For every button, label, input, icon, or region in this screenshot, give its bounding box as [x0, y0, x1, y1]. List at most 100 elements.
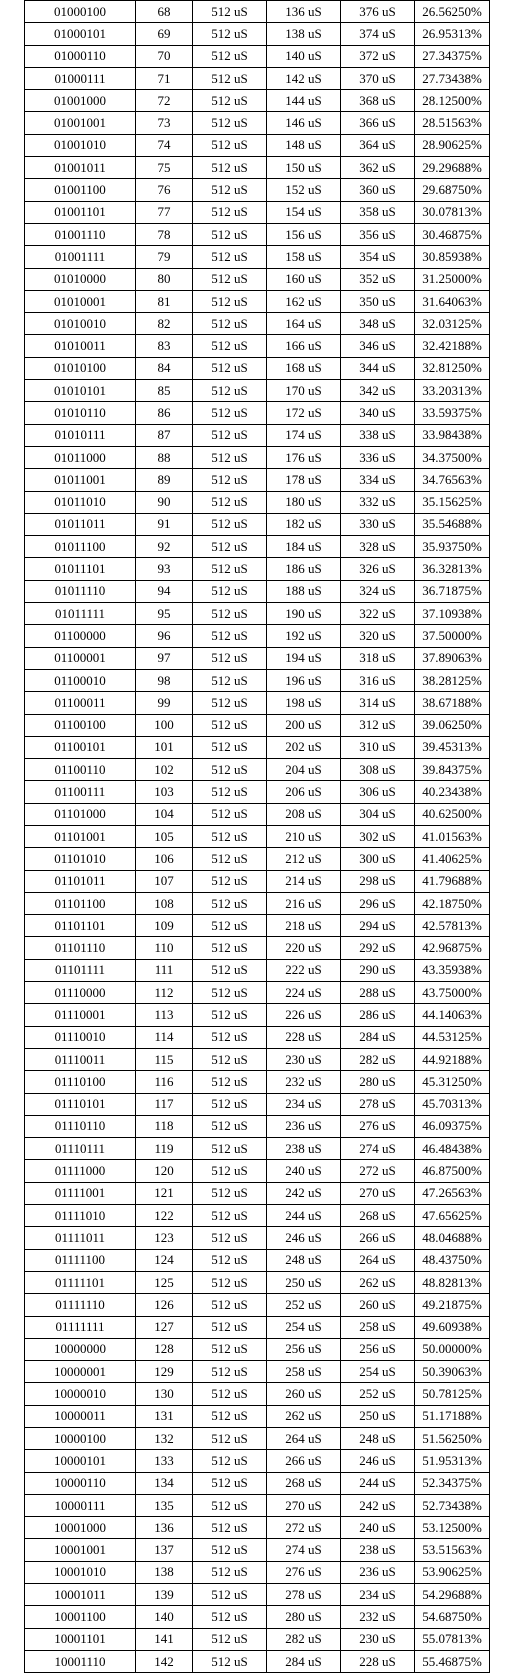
- period-cell: 512 uS: [192, 869, 267, 893]
- period-cell: 512 uS: [192, 1181, 267, 1206]
- off-time-cell: 322 uS: [340, 602, 415, 626]
- table-row: 01101101 109 512 uS 218 uS 294 uS 42.57813%: [24, 914, 490, 938]
- on-time-cell: 276 uS: [266, 1560, 341, 1585]
- period-cell: 512 uS: [192, 646, 267, 670]
- table-row: 01011110 94 512 uS 188 uS 324 uS 36.71875%: [24, 579, 490, 604]
- duty-cycle-cell: 26.56250%: [414, 0, 490, 24]
- on-time-cell: 242 uS: [266, 1181, 341, 1206]
- duty-cycle-cell: 36.71875%: [414, 579, 490, 604]
- decimal-value-cell: 78: [135, 222, 193, 247]
- period-cell: 512 uS: [192, 1293, 267, 1317]
- period-cell: 512 uS: [192, 423, 267, 447]
- decimal-value-cell: 129: [135, 1360, 193, 1384]
- on-time-cell: 240 uS: [266, 1159, 341, 1183]
- binary-value-cell: 01100011: [24, 691, 136, 715]
- off-time-cell: 314 uS: [340, 691, 415, 715]
- off-time-cell: 348 uS: [340, 312, 415, 336]
- binary-value-cell: 01110001: [24, 1003, 136, 1027]
- decimal-value-cell: 118: [135, 1114, 193, 1139]
- off-time-cell: 290 uS: [340, 958, 415, 983]
- period-cell: 512 uS: [192, 914, 267, 938]
- binary-value-cell: 01100001: [24, 646, 136, 670]
- on-time-cell: 266 uS: [266, 1449, 341, 1473]
- on-time-cell: 228 uS: [266, 1025, 341, 1049]
- binary-value-cell: 01111101: [24, 1270, 136, 1295]
- off-time-cell: 312 uS: [340, 713, 415, 737]
- decimal-value-cell: 86: [135, 401, 193, 425]
- binary-value-cell: 01100110: [24, 758, 136, 782]
- table-row: 01000111 71 512 uS 142 uS 370 uS 27.73438%: [24, 66, 490, 91]
- table-row: 01010101 85 512 uS 170 uS 342 uS 33.20313%: [24, 379, 490, 403]
- duty-cycle-cell: 32.42188%: [414, 334, 490, 358]
- decimal-value-cell: 89: [135, 468, 193, 492]
- period-cell: 512 uS: [192, 1560, 267, 1585]
- on-time-cell: 172 uS: [266, 401, 341, 425]
- binary-value-cell: 01111110: [24, 1293, 136, 1317]
- table-row: 01101011 107 512 uS 214 uS 298 uS 41.79688%: [24, 869, 490, 893]
- off-time-cell: 228 uS: [340, 1649, 415, 1674]
- table-row: 01010010 82 512 uS 164 uS 348 uS 32.03125%: [24, 312, 490, 336]
- binary-value-cell: 01101000: [24, 802, 136, 826]
- binary-value-cell: 01001101: [24, 200, 136, 224]
- period-cell: 512 uS: [192, 312, 267, 336]
- binary-value-cell: 01111011: [24, 1226, 136, 1250]
- period-cell: 512 uS: [192, 1025, 267, 1049]
- binary-value-cell: 01101001: [24, 824, 136, 849]
- decimal-value-cell: 88: [135, 445, 193, 470]
- on-time-cell: 136 uS: [266, 0, 341, 24]
- duty-cycle-cell: 34.76563%: [414, 468, 490, 492]
- decimal-value-cell: 100: [135, 713, 193, 737]
- decimal-value-cell: 126: [135, 1293, 193, 1317]
- binary-value-cell: 01011010: [24, 490, 136, 514]
- duty-cycle-cell: 38.67188%: [414, 691, 490, 715]
- decimal-value-cell: 132: [135, 1426, 193, 1451]
- binary-value-cell: 01011001: [24, 468, 136, 492]
- binary-value-cell: 01100111: [24, 780, 136, 804]
- decimal-value-cell: 91: [135, 512, 193, 537]
- duty-cycle-cell: 33.20313%: [414, 379, 490, 403]
- binary-value-cell: 01100010: [24, 668, 136, 693]
- on-time-cell: 144 uS: [266, 89, 341, 113]
- decimal-value-cell: 80: [135, 267, 193, 291]
- decimal-value-cell: 92: [135, 535, 193, 559]
- table-row: 01001010 74 512 uS 148 uS 364 uS 28.90625%: [24, 133, 490, 158]
- table-row: 01101000 104 512 uS 208 uS 304 uS 40.62500%: [24, 802, 490, 826]
- on-time-cell: 260 uS: [266, 1382, 341, 1406]
- binary-value-cell: 01000101: [24, 22, 136, 46]
- table-row: 01110000 112 512 uS 224 uS 288 uS 43.75000%: [24, 981, 490, 1005]
- decimal-value-cell: 74: [135, 133, 193, 158]
- period-cell: 512 uS: [192, 445, 267, 470]
- table-row: 01011011 91 512 uS 182 uS 330 uS 35.54688%: [24, 512, 490, 537]
- decimal-value-cell: 71: [135, 66, 193, 91]
- off-time-cell: 358 uS: [340, 200, 415, 224]
- table-row: 10001001 137 512 uS 274 uS 238 uS 53.51563%: [24, 1538, 490, 1562]
- on-time-cell: 164 uS: [266, 312, 341, 336]
- decimal-value-cell: 112: [135, 981, 193, 1005]
- off-time-cell: 276 uS: [340, 1114, 415, 1139]
- duty-cycle-cell: 35.93750%: [414, 535, 490, 559]
- duty-cycle-cell: 52.34375%: [414, 1471, 490, 1495]
- decimal-value-cell: 83: [135, 334, 193, 358]
- decimal-value-cell: 141: [135, 1627, 193, 1651]
- off-time-cell: 246 uS: [340, 1449, 415, 1473]
- binary-value-cell: 01100100: [24, 713, 136, 737]
- table-row: 01101110 110 512 uS 220 uS 292 uS 42.96875%: [24, 936, 490, 960]
- off-time-cell: 244 uS: [340, 1471, 415, 1495]
- decimal-value-cell: 68: [135, 0, 193, 24]
- binary-value-cell: 01101110: [24, 936, 136, 960]
- decimal-value-cell: 138: [135, 1560, 193, 1585]
- on-time-cell: 202 uS: [266, 735, 341, 760]
- binary-value-cell: 01110011: [24, 1047, 136, 1072]
- duty-cycle-cell: 51.17188%: [414, 1404, 490, 1429]
- duty-cycle-cell: 34.37500%: [414, 445, 490, 470]
- binary-value-cell: 01110010: [24, 1025, 136, 1049]
- off-time-cell: 256 uS: [340, 1337, 415, 1362]
- on-time-cell: 142 uS: [266, 66, 341, 91]
- table-row: 01010001 81 512 uS 162 uS 350 uS 31.64063%: [24, 289, 490, 314]
- binary-value-cell: 01101101: [24, 914, 136, 938]
- decimal-value-cell: 134: [135, 1471, 193, 1495]
- binary-value-cell: 01010110: [24, 401, 136, 425]
- off-time-cell: 330 uS: [340, 512, 415, 537]
- binary-value-cell: 01000100: [24, 0, 136, 24]
- period-cell: 512 uS: [192, 1426, 267, 1451]
